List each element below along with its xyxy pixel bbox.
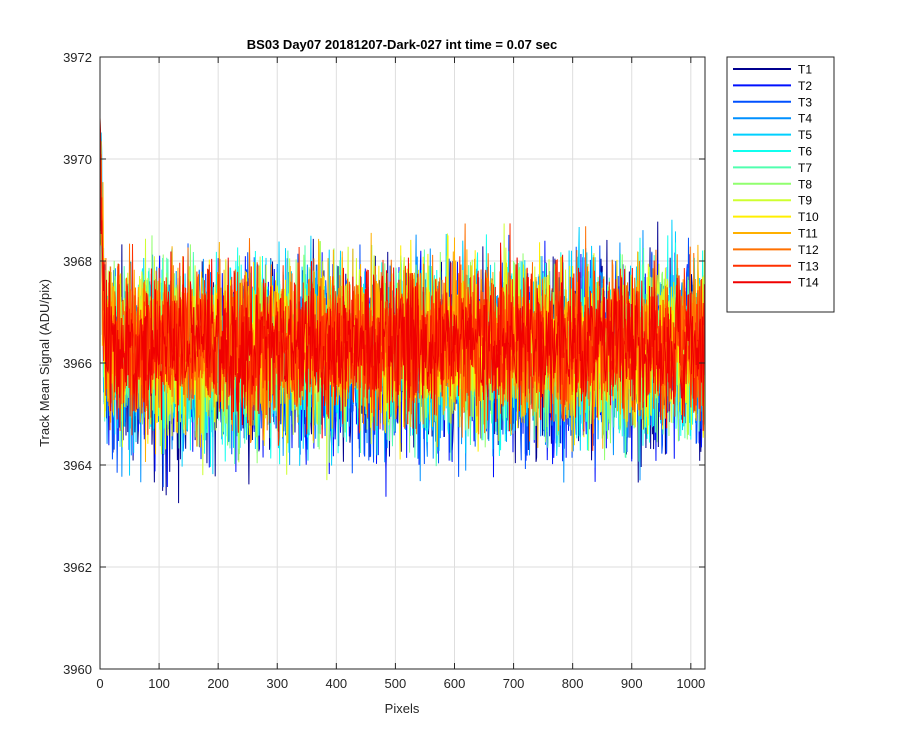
legend-label-t10: T10: [798, 210, 819, 224]
y-tick-label: 3960: [63, 662, 92, 677]
legend-label-t7: T7: [798, 161, 812, 175]
legend-label-t13: T13: [798, 259, 819, 273]
axis-ticks: 0 100 200 300 400 500 600 700 800 900 1000 3960 3962…: [63, 50, 705, 691]
x-tick-label: 500: [385, 676, 407, 691]
x-tick-label: 800: [562, 676, 584, 691]
x-tick-label: 0: [96, 676, 103, 691]
x-tick-label: 300: [266, 676, 288, 691]
legend-label-t4: T4: [798, 112, 812, 126]
x-tick-label: 1000: [676, 676, 705, 691]
legend-label-t5: T5: [798, 128, 812, 142]
legend-label-t14: T14: [798, 276, 819, 290]
legend-label-t11: T11: [798, 227, 818, 241]
x-tick-label: 200: [207, 676, 229, 691]
legend-items: T1 T2 T3 T4 T5 T6 T7 T8 T9 T10 T11 T12 T13 T14: [733, 63, 819, 290]
y-tick-label: 3962: [63, 560, 92, 575]
legend-label-t8: T8: [798, 177, 812, 191]
chart-title: BS03 Day07 20181207-Dark-027 int time = …: [247, 37, 557, 52]
legend-label-t1: T1: [798, 63, 812, 77]
series-line-t14: [100, 117, 705, 439]
y-tick-label: 3964: [63, 458, 92, 473]
x-axis-label: Pixels: [385, 701, 420, 716]
legend-label-t2: T2: [798, 79, 812, 93]
x-tick-label: 400: [325, 676, 347, 691]
legend-label-t12: T12: [798, 243, 819, 257]
legend-label-t9: T9: [798, 194, 812, 208]
x-tick-label: 100: [148, 676, 170, 691]
x-tick-label: 700: [503, 676, 525, 691]
y-tick-label: 3970: [63, 152, 92, 167]
legend-label-t3: T3: [798, 95, 812, 109]
legend-label-t6: T6: [798, 145, 812, 159]
y-tick-label: 3972: [63, 50, 92, 65]
x-tick-label: 900: [621, 676, 643, 691]
y-tick-label: 3966: [63, 356, 92, 371]
plot-series: [100, 116, 705, 504]
y-tick-label: 3968: [63, 254, 92, 269]
legend: T1 T2 T3 T4 T5 T6 T7 T8 T9 T10 T11 T12 T13 T14: [726, 56, 835, 313]
x-tick-label: 600: [444, 676, 466, 691]
y-axis-label: Track Mean Signal (ADU/pix): [37, 279, 52, 447]
